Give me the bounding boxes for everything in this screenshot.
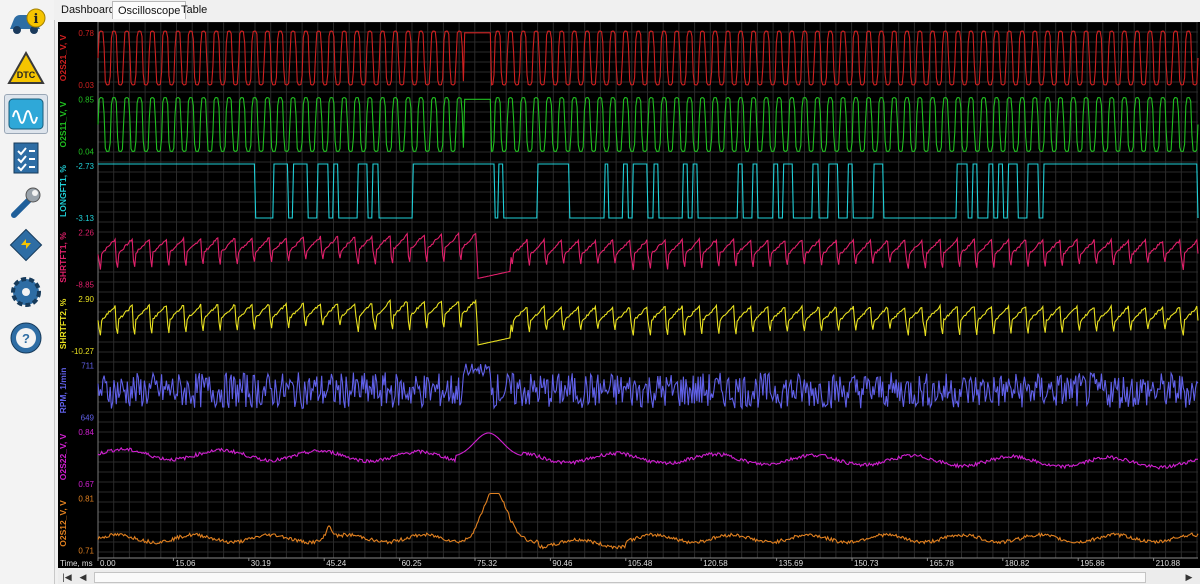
channel-5: 711 649 RPM, 1/min [58,362,1199,423]
channel-3: 2.26 -8.85 SHRTFT1, % [58,229,1199,290]
channel-name-label: O2S12_V, V [58,500,68,547]
scroll-prev-button[interactable]: ◀ [79,572,87,582]
channel-7: 0.81 0.71 O2S12_V, V [58,492,1199,556]
sidebar-item-ecu[interactable] [4,226,48,266]
channel-min-label: -8.85 [76,281,95,290]
scroll-first-button[interactable]: |◀ [62,572,72,582]
time-tick-label: 60.25 [402,559,423,568]
oscilloscope-plot[interactable]: 0.78 0.03 O2S21_V, V 0.85 0.04 O2S11_V, V -2.7… [58,22,1200,568]
channel-min-label: 649 [81,414,95,423]
channel-name-label: RPM, 1/min [58,368,68,414]
time-tick-label: 90.46 [552,559,573,568]
time-tick-label: 195.86 [1080,559,1105,568]
scroll-thumb[interactable] [94,572,1146,583]
time-tick-label: 150.73 [854,559,879,568]
time-tick-label: 0.00 [100,559,116,568]
time-axis-label: Time, ms [60,559,93,568]
dtc-warning-icon: DTC [7,50,45,84]
car-info-icon: i [10,8,46,34]
svg-text:i: i [34,12,39,27]
channel-max-label: 0.81 [78,495,94,504]
channel-trace [97,492,1199,550]
channel-min-label: 0.03 [78,81,94,90]
channel-trace [97,298,1199,346]
time-tick-label: 180.82 [1005,559,1030,568]
sidebar-item-checklist[interactable] [4,138,48,178]
channel-min-label: 0.67 [78,480,94,489]
time-tick-label: 30.19 [251,559,272,568]
channel-traces: 0.78 0.03 O2S21_V, V 0.85 0.04 O2S11_V, V -2.7… [58,29,1199,556]
channel-max-label: 711 [81,362,94,371]
time-tick-label: 105.48 [628,559,653,568]
plot-background [58,22,1200,568]
channel-name-label: SHRTFT2, % [58,298,68,349]
tab-table[interactable]: Table [181,4,208,16]
wrench-icon [11,187,41,218]
time-tick-label: 135.69 [779,559,804,568]
time-tick-label: 45.24 [326,559,347,568]
channel-trace [97,432,1199,470]
channel-trace [97,97,1199,153]
sidebar-item-dtc[interactable]: DTC [4,48,48,88]
channel-max-label: 0.84 [78,428,94,437]
channel-min-label: 0.71 [78,547,94,556]
checklist-icon [13,142,39,174]
time-scrollbar[interactable]: |◀ ◀ ▶ [58,570,1200,584]
time-tick-label: 120.58 [703,559,728,568]
channel-max-label: -2.73 [76,162,95,171]
sidebar-item-tools[interactable] [4,182,48,222]
sidebar-item-settings[interactable] [4,272,48,312]
channel-trace [97,231,1199,280]
sidebar-item-help[interactable]: ? [4,318,48,358]
channel-name-label: SHRTFT1, % [58,232,68,283]
channel-min-label: -3.13 [76,214,95,223]
channel-6: 0.84 0.67 O2S22_V, V [58,428,1199,489]
gear-icon [11,277,41,307]
sidebar-item-oscilloscope[interactable] [4,94,48,134]
channel-trace [97,363,1199,410]
help-icon: ? [10,322,42,354]
svg-text:?: ? [22,331,30,346]
channel-2: -2.73 -3.13 LONGFT1, % [58,162,1199,223]
channel-name-label: O2S22_V, V [58,433,68,480]
channel-0: 0.78 0.03 O2S21_V, V [58,29,1199,90]
sidebar-item-info[interactable]: i [4,2,48,42]
time-tick-label: 165.78 [929,559,954,568]
time-tick-label: 210.88 [1156,559,1181,568]
channel-min-label: -10.27 [71,347,94,356]
channel-trace [97,30,1199,86]
channel-name-label: O2S21_V, V [58,34,68,81]
channel-max-label: 0.85 [78,96,94,105]
time-tick-label: 15.06 [175,559,196,568]
channel-max-label: 0.78 [78,29,94,38]
chip-icon [9,228,43,262]
oscilloscope-icon [8,98,44,130]
svg-text:DTC: DTC [17,70,36,80]
channel-name-label: LONGFT1, % [58,165,68,217]
channel-name-label: O2S11_V, V [58,101,68,147]
scroll-next-button[interactable]: ▶ [1185,572,1193,582]
sidebar: i DTC [0,0,55,584]
time-axis: Time, ms 0.00 15.06 30.19 45.24 60.25 75.32 90.… [60,557,1198,568]
tab-dashboard[interactable]: Dashboard [61,4,115,16]
channel-min-label: 0.04 [78,148,94,157]
channel-1: 0.85 0.04 O2S11_V, V [58,96,1199,157]
tab-oscilloscope[interactable]: Oscilloscope [112,1,187,19]
channel-max-label: 2.26 [78,229,94,238]
time-tick-label: 75.32 [477,559,498,568]
channel-trace [98,163,1199,219]
tab-bar: Dashboard Oscilloscope Table [54,0,1200,20]
channel-max-label: 2.90 [78,295,94,304]
